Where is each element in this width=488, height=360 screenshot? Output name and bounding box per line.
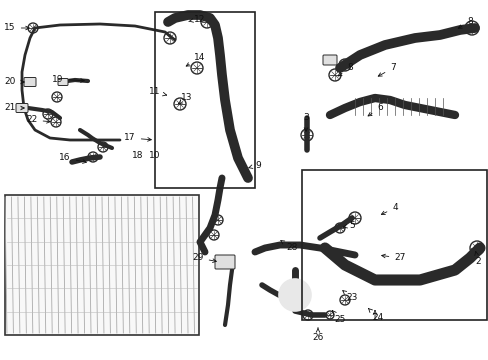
Text: 3: 3 [303, 113, 308, 131]
FancyBboxPatch shape [323, 55, 336, 65]
Text: 4: 4 [381, 203, 397, 215]
Text: 25: 25 [332, 310, 345, 324]
Text: 14: 14 [186, 54, 205, 66]
Text: 17: 17 [124, 134, 151, 143]
Text: 8: 8 [457, 18, 472, 28]
Text: 16: 16 [59, 153, 86, 163]
Circle shape [279, 279, 310, 311]
FancyBboxPatch shape [16, 104, 28, 112]
Text: 21: 21 [4, 104, 24, 112]
Text: 5: 5 [343, 220, 354, 230]
Text: 8: 8 [337, 63, 352, 76]
Text: 13: 13 [178, 94, 192, 104]
Bar [302, 170, 486, 320]
Text: 6: 6 [367, 104, 382, 116]
Text: 15: 15 [4, 23, 29, 32]
FancyBboxPatch shape [215, 255, 235, 269]
Text: 19: 19 [52, 75, 84, 84]
Text: 1: 1 [371, 311, 377, 323]
Text: 7: 7 [378, 63, 395, 76]
Text: 24: 24 [368, 309, 383, 323]
Text: 10: 10 [149, 150, 161, 159]
Bar [155, 12, 254, 188]
Text: 28: 28 [280, 240, 297, 252]
Text: 23: 23 [342, 291, 357, 302]
FancyBboxPatch shape [24, 77, 36, 86]
Text: 9: 9 [248, 161, 260, 170]
Text: 27: 27 [381, 253, 405, 262]
Bar [5, 195, 199, 335]
Text: 11: 11 [149, 87, 166, 96]
Text: 20: 20 [4, 77, 24, 86]
Text: 29: 29 [192, 253, 216, 262]
Text: 2: 2 [474, 252, 480, 266]
Text: 26: 26 [312, 328, 323, 342]
FancyBboxPatch shape [58, 78, 68, 85]
Text: 18: 18 [132, 150, 143, 159]
Text: 22: 22 [26, 116, 50, 125]
Text: 12: 12 [188, 14, 205, 23]
